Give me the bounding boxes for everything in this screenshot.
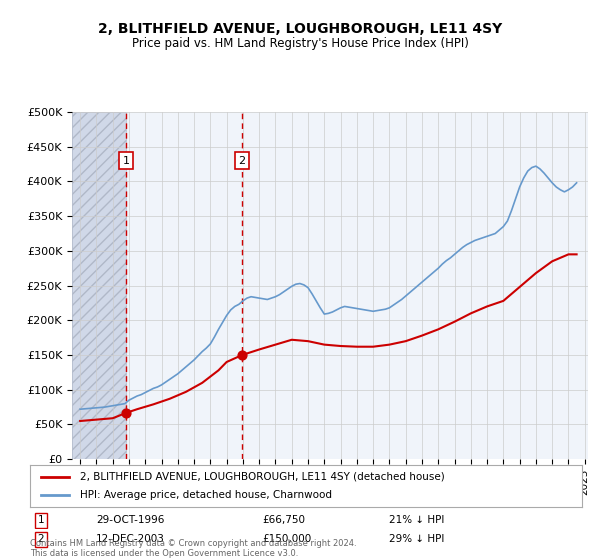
Text: 29-OCT-1996: 29-OCT-1996 (96, 515, 164, 525)
Text: 2: 2 (239, 156, 245, 166)
Text: 2: 2 (38, 534, 44, 544)
Text: 1: 1 (38, 515, 44, 525)
Bar (72, 112, 126, 459)
Text: 2, BLITHFIELD AVENUE, LOUGHBOROUGH, LE11 4SY: 2, BLITHFIELD AVENUE, LOUGHBOROUGH, LE11… (98, 22, 502, 36)
Bar (72, 112, 126, 459)
Bar (126, 112, 588, 459)
Text: Contains HM Land Registry data © Crown copyright and database right 2024.
This d: Contains HM Land Registry data © Crown c… (30, 539, 356, 558)
Text: Price paid vs. HM Land Registry's House Price Index (HPI): Price paid vs. HM Land Registry's House … (131, 38, 469, 50)
Text: £66,750: £66,750 (262, 515, 305, 525)
Text: HPI: Average price, detached house, Charnwood: HPI: Average price, detached house, Char… (80, 490, 332, 500)
Point (121, 408, 131, 417)
Text: 29% ↓ HPI: 29% ↓ HPI (389, 534, 444, 544)
Text: 2, BLITHFIELD AVENUE, LOUGHBOROUGH, LE11 4SY (detached house): 2, BLITHFIELD AVENUE, LOUGHBOROUGH, LE11… (80, 472, 445, 482)
Point (238, 351, 247, 360)
Text: 12-DEC-2003: 12-DEC-2003 (96, 534, 165, 544)
Text: 1: 1 (123, 156, 130, 166)
Text: 21% ↓ HPI: 21% ↓ HPI (389, 515, 444, 525)
Text: £150,000: £150,000 (262, 534, 311, 544)
